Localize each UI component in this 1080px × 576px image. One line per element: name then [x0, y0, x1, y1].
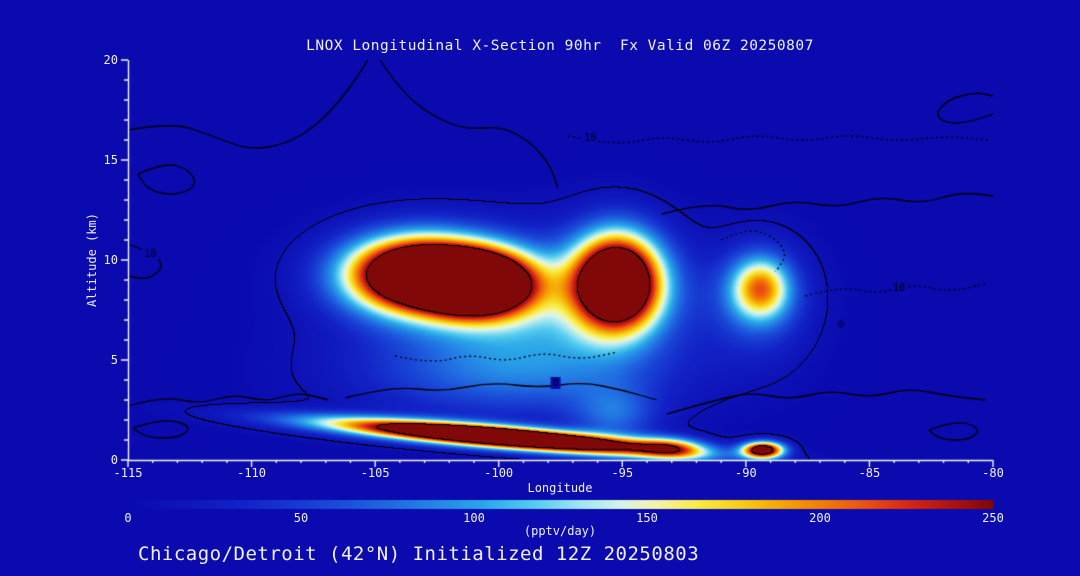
x-tick-label: -110 — [237, 466, 267, 480]
colorbar-tick-label: 50 — [293, 511, 309, 525]
colorbar-tick-label: 100 — [463, 511, 485, 525]
y-tick-label: 0 — [110, 453, 118, 467]
x-tick-label: -95 — [611, 466, 634, 480]
x-tick-label: -100 — [484, 466, 514, 480]
x-tick-label: -90 — [735, 466, 757, 480]
colorbar-units-label: (pptv/day) — [523, 524, 597, 538]
x-tick-label: -85 — [858, 466, 881, 480]
y-axis-label: Altitude (km) — [85, 213, 99, 307]
colorbar-tick-label: 150 — [636, 511, 658, 525]
x-axis-label: Longitude — [527, 481, 593, 495]
colorbar-tick-label: 250 — [982, 511, 1004, 525]
colorbar-tick-label: 0 — [124, 511, 132, 525]
y-tick-label: 20 — [103, 53, 118, 67]
x-tick-label: -80 — [982, 466, 1004, 480]
y-tick-label: 5 — [110, 353, 118, 367]
x-tick-label: -105 — [360, 466, 390, 480]
plot-title: LNOX Longitudinal X-Section 90hr Fx Vali… — [306, 38, 814, 54]
footer-caption: Chicago/Detroit (42°N) Initialized 12Z 2… — [138, 543, 700, 565]
colorbar-tick-label: 200 — [809, 511, 831, 525]
y-tick-label: 15 — [103, 153, 118, 167]
y-tick-label: 10 — [103, 253, 118, 267]
x-tick-label: -115 — [113, 466, 143, 480]
